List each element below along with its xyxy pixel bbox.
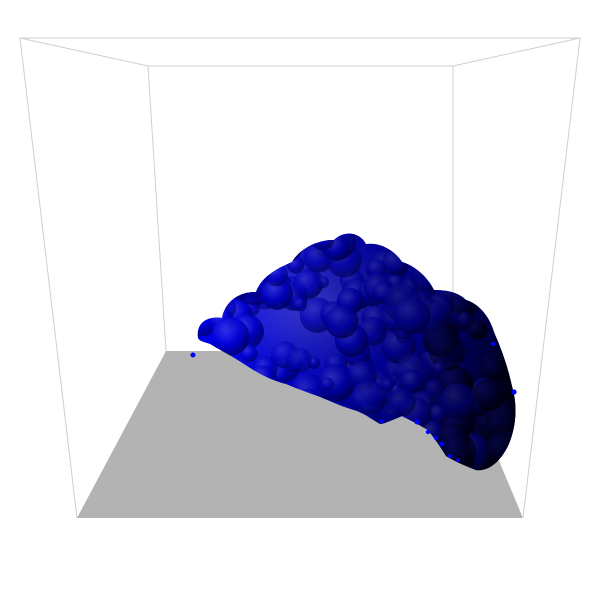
blob-bump	[457, 276, 480, 299]
blob-bump	[448, 237, 478, 267]
blob-bump	[491, 244, 509, 262]
blob-fragment	[491, 342, 495, 346]
blob-fragment	[378, 418, 384, 424]
blob-fragment	[511, 389, 517, 395]
blob-bump	[498, 273, 516, 303]
blob-bump	[197, 276, 219, 302]
blob-shade	[197, 233, 516, 471]
blob-bump	[418, 244, 449, 275]
blob-bump	[473, 233, 511, 260]
box-edge	[522, 37, 581, 519]
bounding-box	[19, 37, 581, 519]
blob-bump	[200, 265, 229, 294]
blob-bump	[472, 233, 512, 258]
blob-bump	[491, 237, 508, 254]
box-edge	[19, 37, 78, 519]
box-edge	[147, 65, 167, 352]
blob-bump	[231, 244, 246, 259]
blob-fragment	[190, 352, 196, 358]
box-edge	[19, 37, 149, 67]
blob-bump	[251, 236, 282, 267]
blob-bump	[293, 233, 306, 244]
blob-bump	[454, 245, 476, 267]
blob-bump	[198, 233, 235, 255]
blob-bump	[197, 287, 211, 302]
blob-bump	[446, 242, 470, 266]
blob-fragment	[414, 419, 420, 425]
blob-bump	[240, 248, 270, 279]
blob-fragment	[425, 429, 431, 435]
blob-bump	[211, 245, 244, 278]
blob-fragment	[439, 441, 445, 447]
blob-bump	[215, 233, 249, 259]
blob-fragment	[434, 436, 438, 440]
blob-bump	[455, 277, 470, 292]
blob-bump	[231, 250, 246, 264]
blob-bump	[235, 247, 251, 263]
blob-bump	[197, 280, 210, 294]
box-edge	[452, 37, 581, 67]
blob-bump	[484, 284, 516, 325]
blob-bump	[493, 302, 506, 315]
blob-bump	[264, 242, 278, 256]
blob-bump	[462, 233, 500, 264]
blob-bump	[500, 313, 515, 328]
blob-bump	[441, 251, 468, 279]
blob-bump	[202, 247, 217, 263]
blob-bump	[255, 235, 272, 252]
blob-bump	[492, 292, 511, 311]
blob-bump	[505, 355, 516, 372]
blob-fragment	[456, 458, 460, 462]
blob-bump	[491, 292, 516, 326]
blob-bump	[232, 265, 247, 280]
blob-fragment	[448, 454, 452, 458]
blob-bump	[492, 259, 516, 286]
